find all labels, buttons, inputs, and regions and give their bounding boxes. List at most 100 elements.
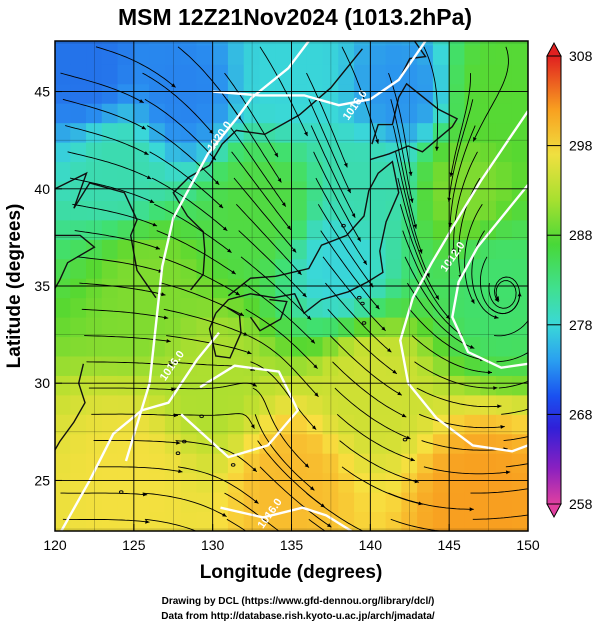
field-cell [432, 355, 450, 376]
field-cell [196, 63, 214, 85]
field-cell [448, 41, 466, 46]
field-cell [417, 63, 434, 85]
field-cell [101, 41, 119, 46]
streamline [327, 308, 398, 375]
field-cell [306, 63, 324, 85]
x-tick-label: 135 [280, 537, 304, 553]
field-cell [448, 297, 466, 318]
field-cell [180, 199, 198, 221]
streamline [72, 203, 158, 227]
field-cell [70, 277, 88, 299]
streamline-arrowhead [304, 463, 309, 468]
field-cell [369, 394, 387, 415]
field-cell [70, 41, 88, 46]
field-cell [306, 180, 324, 201]
field-cell [511, 316, 528, 338]
streamline-arrowhead [406, 435, 411, 440]
pressure-contour [212, 41, 427, 107]
field-cell [432, 199, 450, 221]
field-cell [417, 433, 434, 454]
field-cell [338, 374, 356, 396]
streamline [158, 256, 241, 296]
field-cell [275, 238, 292, 260]
x-tick-label: 140 [359, 537, 383, 553]
streamline-arrowhead [297, 270, 302, 275]
colorbar-tick-label: 298 [569, 138, 593, 154]
streamline [233, 177, 297, 253]
streamline [315, 177, 368, 265]
field-cell [70, 297, 88, 318]
x-axis-ticks: 120 125 130 135 140 145 150 [43, 524, 540, 553]
field-cell [259, 297, 277, 318]
field-cell [385, 472, 403, 493]
streamline-arrowhead [211, 155, 216, 161]
field-cell [212, 258, 229, 279]
y-tick-label: 35 [34, 278, 50, 294]
streamline [243, 282, 316, 344]
field-cell [275, 336, 292, 357]
field-cell [70, 511, 88, 531]
streamline-arrowhead [222, 226, 228, 231]
streamline-arrowhead [227, 248, 232, 253]
streamline-arrowhead [587, 448, 591, 452]
field-cell [227, 511, 245, 531]
field-cell [133, 472, 151, 493]
field-cell [417, 161, 434, 182]
streamline [247, 335, 319, 398]
field-cell [117, 63, 135, 85]
field-cell [55, 161, 72, 182]
field-cell [212, 472, 229, 493]
streamline-arrowhead [286, 225, 291, 230]
field-cell [101, 394, 119, 415]
field-cell [101, 199, 119, 221]
field-cell [259, 102, 277, 124]
streamline-arrowhead [209, 129, 214, 134]
field-cell [133, 258, 151, 279]
island [356, 295, 362, 300]
field-cell [464, 199, 482, 221]
field-cell [212, 277, 229, 299]
field-cell [385, 374, 403, 396]
field-cell [133, 44, 151, 65]
field-cell [432, 180, 450, 201]
streamlines [60, 46, 591, 547]
streamline [388, 72, 412, 177]
field-cell [432, 63, 450, 85]
field-cell [306, 122, 324, 143]
field-cell [306, 511, 324, 531]
field-cell [338, 102, 356, 124]
field-cell [354, 122, 371, 143]
field-cell [133, 491, 151, 513]
field-cell [133, 355, 151, 376]
field-cell [511, 44, 528, 65]
field-cell [180, 238, 198, 260]
streamline-arrowhead [562, 306, 566, 311]
field-cell [464, 102, 482, 124]
streamline [397, 177, 430, 278]
streamline [95, 46, 176, 88]
field-cell [212, 83, 229, 104]
field-cell [385, 297, 403, 318]
field-cell [196, 180, 214, 201]
field-cell [196, 83, 214, 104]
field-cell [306, 452, 324, 474]
field-cell [117, 316, 135, 338]
streamline [69, 177, 155, 204]
field-cell [338, 199, 356, 221]
field-cell [354, 258, 371, 279]
streamline-arrowhead [487, 370, 492, 375]
field-cell [180, 316, 198, 338]
field-cell [101, 336, 119, 357]
field-cell [495, 238, 513, 260]
field-cell [511, 374, 528, 396]
field-cell [354, 413, 371, 435]
streamline [322, 256, 386, 332]
field-cell [196, 141, 214, 163]
streamline-arrowhead [215, 180, 220, 185]
streamline-arrowhead [224, 543, 229, 547]
streamline-arrowhead [141, 125, 146, 130]
field-cell [432, 394, 450, 415]
field-cell [133, 452, 151, 474]
streamline [228, 125, 287, 207]
